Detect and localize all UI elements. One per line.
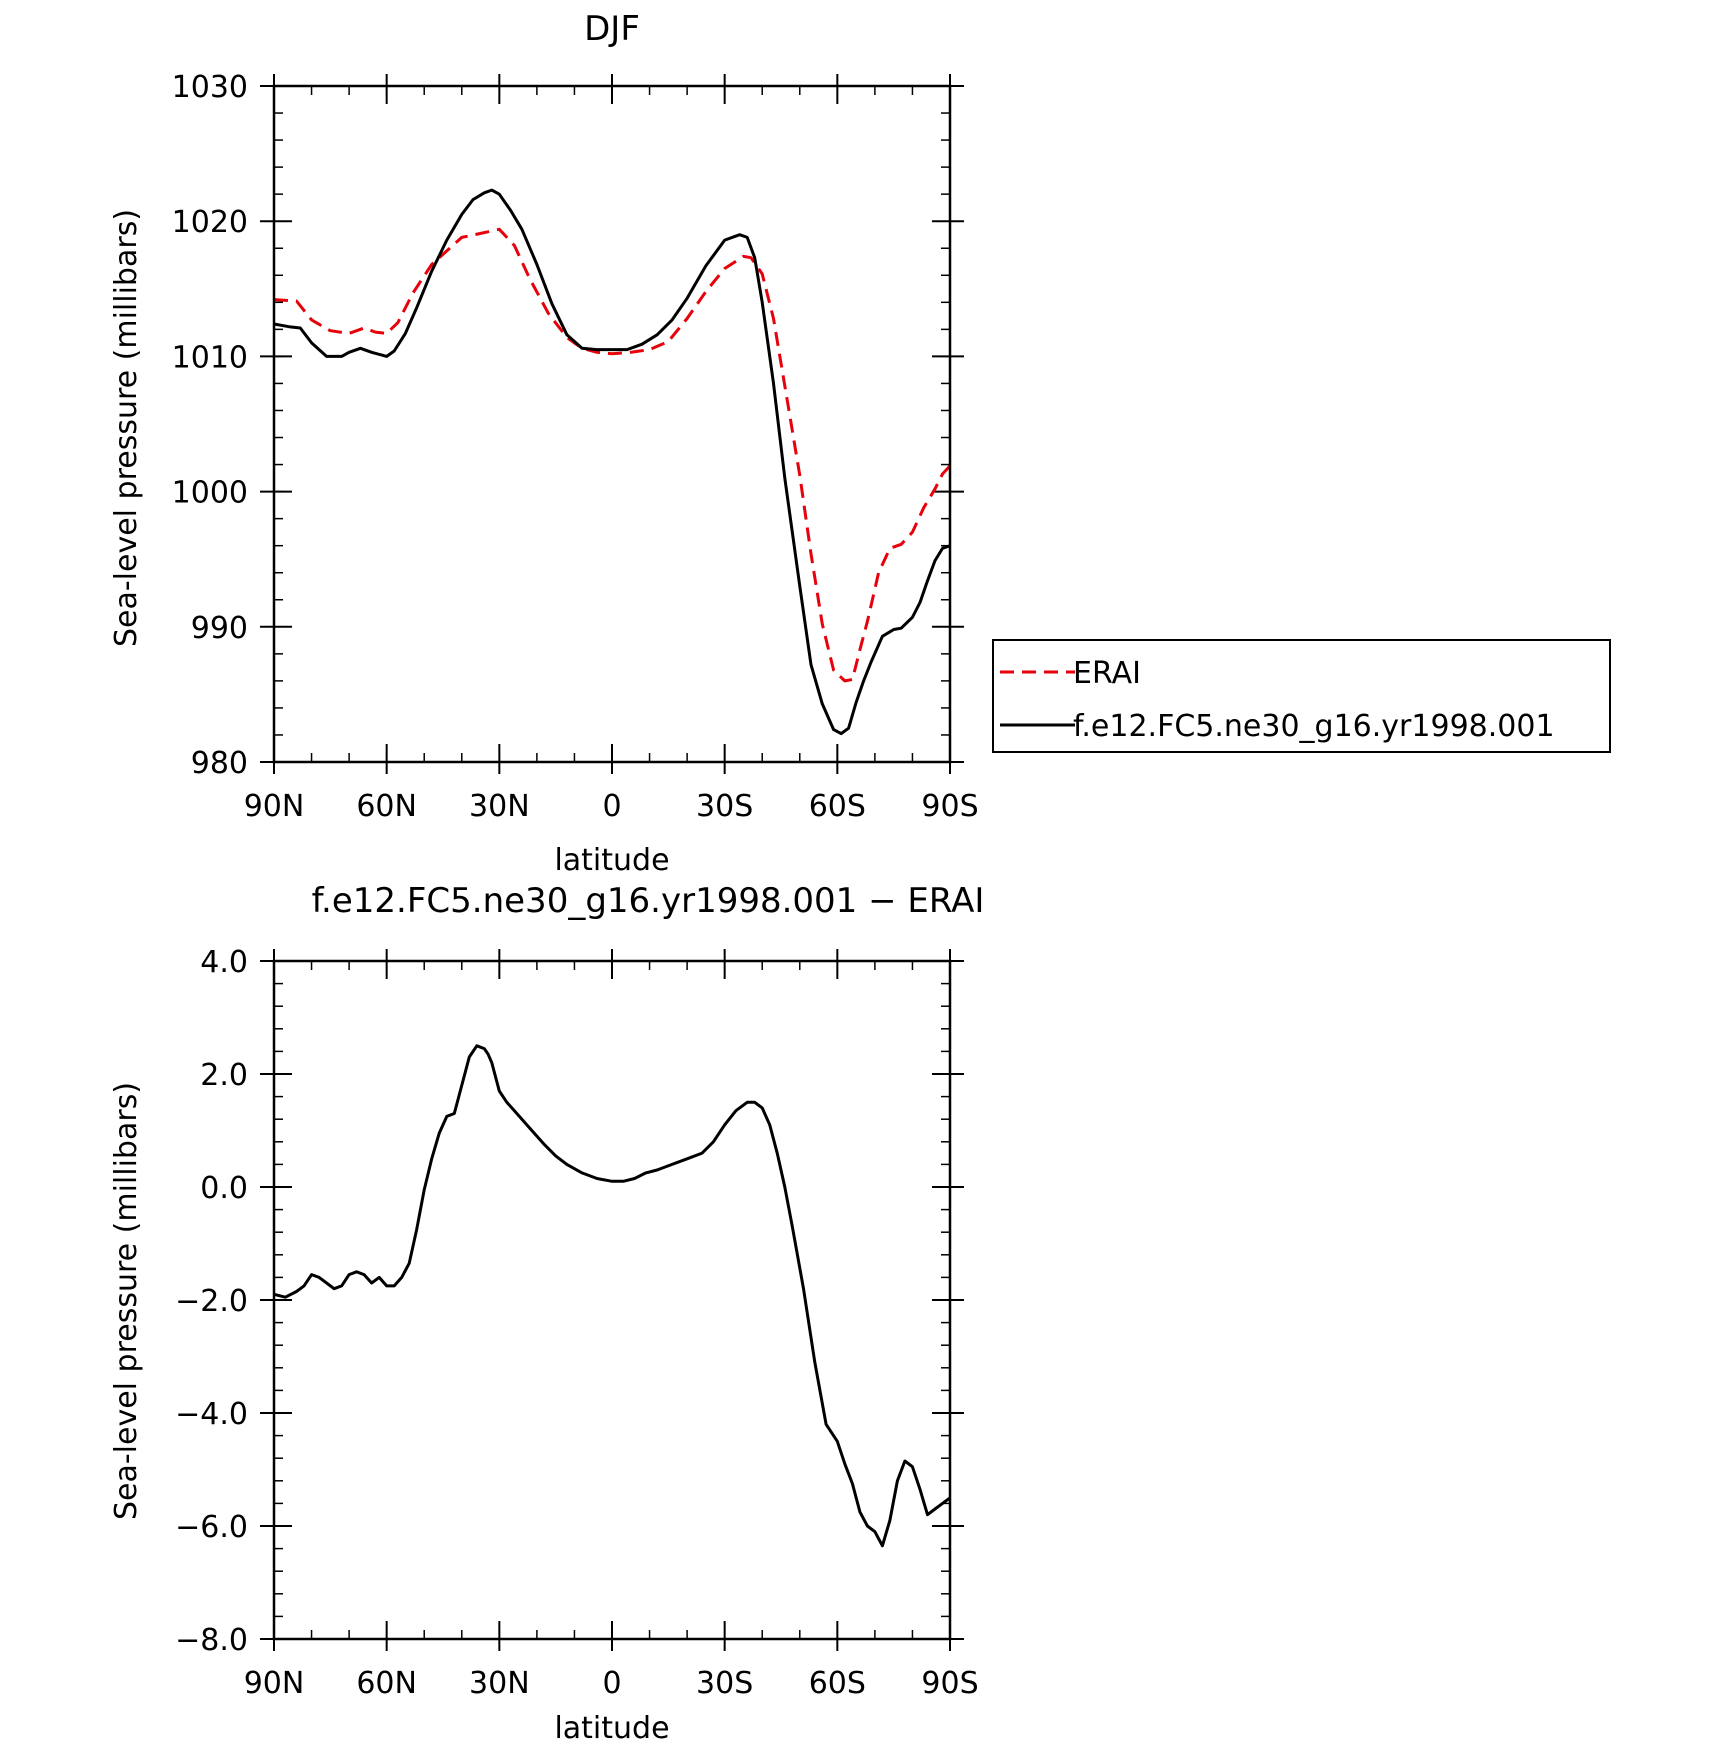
bottom-x-tick-label: 90S — [921, 1666, 978, 1701]
top-panel: DJF Sea-level pressure (millibars) latit… — [109, 9, 979, 878]
bottom-tick-labels: 90N 60N 30N 0 30S 60S 90S −8.0 −6.0 −4.0 −2.0 0.0 2.… — [175, 945, 978, 1701]
top-x-axis-label: latitude — [554, 843, 669, 878]
bottom-x-tick-label: 90N — [244, 1666, 305, 1701]
top-y-tick-label: 990 — [191, 611, 248, 646]
bottom-y-tick-label: −2.0 — [175, 1284, 248, 1319]
top-x-tick-label: 90N — [244, 789, 305, 824]
top-x-tick-label: 30N — [469, 789, 530, 824]
bottom-series-lines — [273, 1044, 951, 1548]
bottom-y-tick-label: −6.0 — [175, 1510, 248, 1545]
top-x-tick-label: 90S — [921, 789, 978, 824]
bottom-series-line-model — [273, 1044, 951, 1548]
top-y-tick-label: 980 — [191, 746, 248, 781]
top-series-line-erai — [273, 227, 952, 683]
legend-erai-label: ERAI — [1073, 656, 1141, 691]
legend-model-label: f.e12.FC5.ne30_g16.yr1998.001 — [1073, 709, 1555, 744]
top-y-tick-label: 1000 — [172, 476, 248, 511]
top-y-tick-label: 1030 — [172, 70, 248, 105]
top-x-tick-label: 60N — [356, 789, 417, 824]
bottom-x-tick-label: 60S — [809, 1666, 866, 1701]
top-x-tick-label: 30S — [696, 789, 753, 824]
bottom-x-tick-label: 30N — [469, 1666, 530, 1701]
legend: ERAI f.e12.FC5.ne30_g16.yr1998.001 — [992, 639, 1611, 753]
bottom-y-tick-label: 4.0 — [200, 945, 248, 980]
bottom-y-tick-label: −8.0 — [175, 1623, 248, 1658]
top-series-lines — [273, 188, 952, 736]
bottom-plot-frame — [272, 959, 952, 1641]
top-x-tick-label: 60S — [809, 789, 866, 824]
bottom-y-tick-label: 0.0 — [200, 1171, 248, 1206]
top-ticks — [260, 74, 964, 774]
bottom-ticks — [260, 949, 964, 1651]
bottom-x-tick-label: 30S — [696, 1666, 753, 1701]
bottom-x-axis-label: latitude — [554, 1711, 669, 1745]
top-tick-labels: 90N 60N 30N 0 30S 60S 90S 980 990 1000 1010 1020 103… — [172, 70, 979, 824]
top-chart-title: DJF — [584, 9, 640, 49]
legend-box — [992, 639, 1611, 753]
bottom-y-tick-label: −4.0 — [175, 1397, 248, 1432]
bottom-chart-title: f.e12.FC5.ne30_g16.yr1998.001 − ERAI — [312, 881, 985, 921]
top-y-tick-label: 1010 — [172, 340, 248, 375]
bottom-x-tick-label: 60N — [356, 1666, 417, 1701]
top-plot-frame — [272, 84, 952, 764]
top-x-tick-label: 0 — [602, 789, 621, 824]
bottom-y-axis-label: Sea-level pressure (millibars) — [109, 1082, 144, 1520]
top-series-line-model — [273, 188, 951, 736]
bottom-panel: f.e12.FC5.ne30_g16.yr1998.001 − ERAI Sea… — [109, 881, 984, 1745]
top-y-axis-label: Sea-level pressure (millibars) — [109, 209, 144, 647]
bottom-y-tick-label: 2.0 — [200, 1058, 248, 1093]
bottom-x-tick-label: 0 — [602, 1666, 621, 1701]
top-y-tick-label: 1020 — [172, 205, 248, 240]
